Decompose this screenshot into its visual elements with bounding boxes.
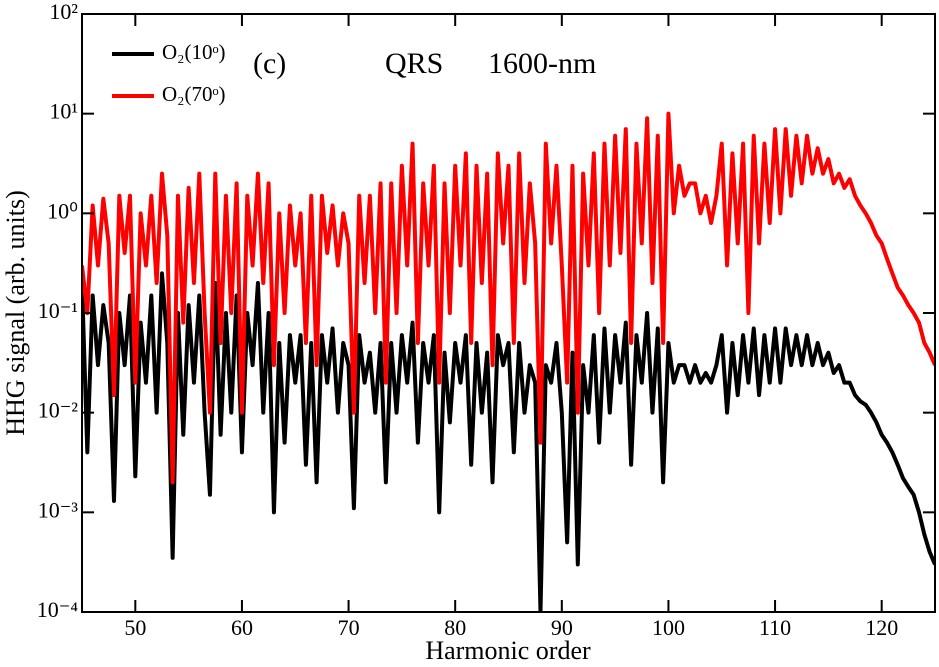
x-tick-label: 90 bbox=[551, 615, 573, 640]
y-tick-label: 10⁻³ bbox=[38, 497, 79, 522]
legend-label: O₂(70ᵒ) bbox=[162, 82, 226, 106]
series-line bbox=[82, 111, 935, 485]
x-tick-label: 80 bbox=[444, 615, 466, 640]
annotation: QRS bbox=[385, 47, 443, 80]
legend-label: O₂(10ᵒ) bbox=[162, 40, 226, 64]
x-tick-label: 100 bbox=[652, 615, 685, 640]
x-tick-label: 70 bbox=[338, 615, 360, 640]
x-tick-label: 50 bbox=[124, 615, 146, 640]
y-axis-title: HHG signal (arb. units) bbox=[1, 190, 30, 436]
x-axis-title: Harmonic order bbox=[425, 636, 591, 665]
y-tick-label: 10⁻⁴ bbox=[37, 597, 79, 622]
x-tick-label: 120 bbox=[865, 615, 898, 640]
y-tick-label: 10⁰ bbox=[47, 198, 78, 223]
annotation: 1600-nm bbox=[488, 47, 596, 80]
x-tick-label: 110 bbox=[759, 615, 791, 640]
y-tick-label: 10⁻² bbox=[38, 398, 79, 423]
series-line bbox=[82, 271, 935, 612]
annotation: (c) bbox=[253, 47, 286, 80]
y-tick-label: 10¹ bbox=[49, 99, 78, 124]
y-tick-label: 10² bbox=[49, 0, 78, 24]
x-tick-label: 60 bbox=[231, 615, 253, 640]
y-tick-label: 10⁻¹ bbox=[38, 298, 78, 323]
